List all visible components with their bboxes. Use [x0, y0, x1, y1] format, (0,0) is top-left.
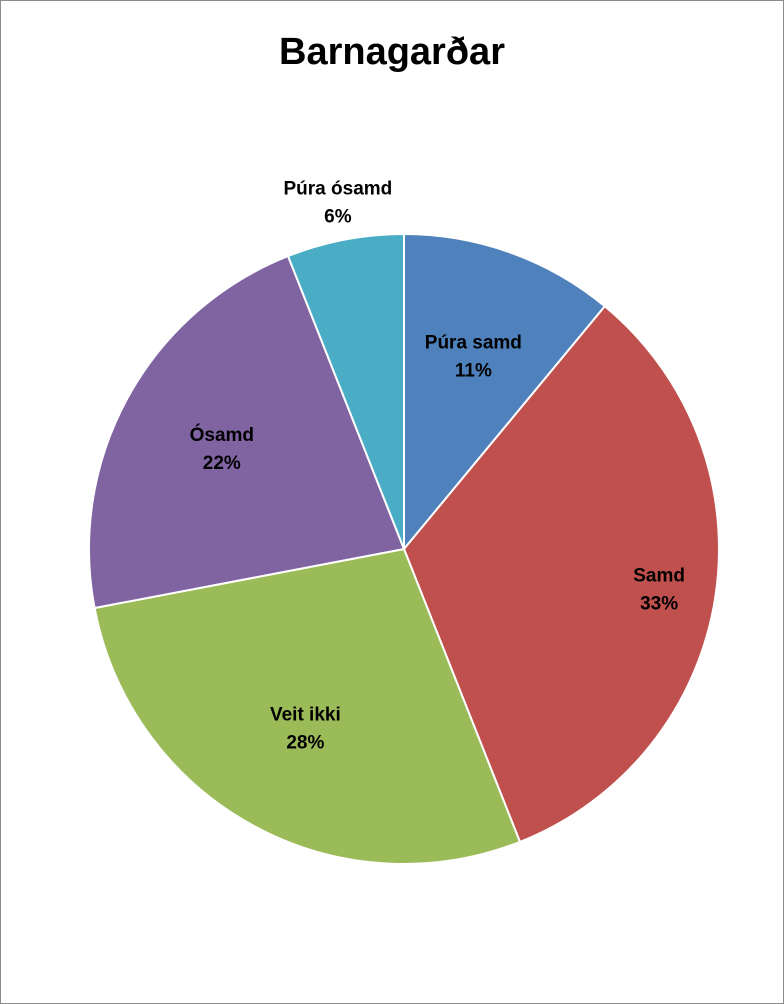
slice-value-label: 22%	[203, 453, 241, 474]
slice-value-label: 11%	[455, 360, 492, 381]
slice-category-label: Púra samd	[425, 332, 522, 353]
slice-category-label: Samd	[633, 565, 685, 586]
pie-slice	[88, 254, 406, 610]
pie-slice	[286, 232, 405, 550]
slice-category-label: Veit ikki	[270, 704, 341, 725]
chart-title: Barnagarðar	[279, 31, 505, 73]
pie-labels: Púra samd 11% Samd 33% Veit ikki 28% Ósamd 22% P…	[190, 178, 685, 753]
pie-slices	[88, 232, 720, 865]
slice-category-label: Púra ósamd	[284, 178, 393, 199]
pie-slice	[93, 547, 522, 865]
pie-slice	[403, 232, 607, 552]
slice-value-label: 33%	[640, 593, 678, 614]
slice-value-label: 28%	[286, 732, 324, 753]
slice-value-label: 6%	[324, 206, 352, 227]
slice-category-label: Ósamd	[190, 424, 254, 446]
pie-slice	[402, 304, 720, 844]
